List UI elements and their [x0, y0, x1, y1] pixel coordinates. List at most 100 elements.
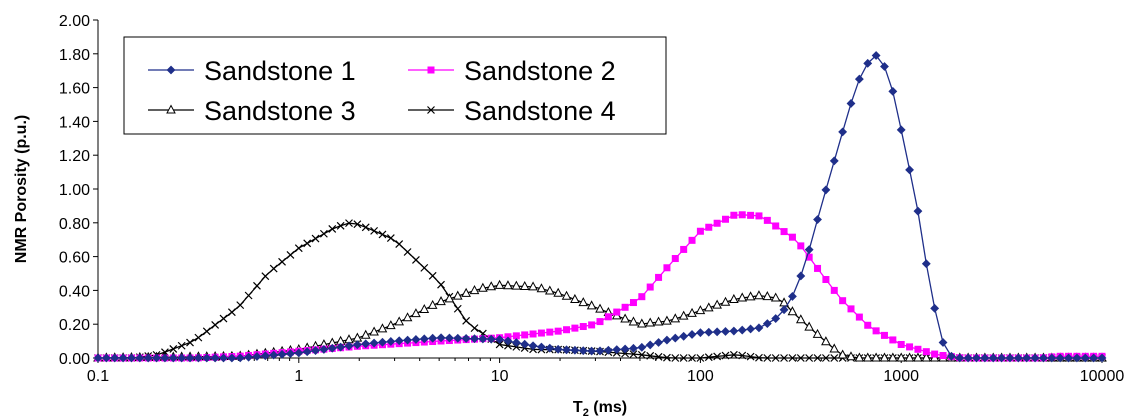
series-layer [93, 51, 1107, 363]
legend-item: Sandstone 4 [408, 96, 616, 126]
data-point [386, 337, 396, 346]
data-point [377, 323, 388, 333]
data-point [462, 316, 471, 325]
data-point [244, 291, 253, 300]
data-point [361, 339, 371, 349]
data-point [922, 348, 930, 356]
data-point [352, 340, 362, 350]
data-point [219, 353, 228, 363]
data-point [403, 335, 412, 345]
data-point [428, 271, 437, 280]
data-point [395, 240, 404, 248]
data-point [897, 340, 905, 348]
data-point [436, 296, 446, 306]
data-point [378, 230, 387, 239]
data-point [963, 353, 973, 363]
data-point [663, 264, 671, 272]
data-point [1030, 353, 1040, 363]
legend: Sandstone 1 Sandstone 2 Sandstone 3 Sandsto… [123, 36, 667, 135]
data-point [988, 353, 998, 363]
data-point [670, 313, 681, 323]
data-point [227, 308, 236, 317]
data-point [671, 354, 680, 362]
data-point [478, 282, 488, 292]
data-point [537, 342, 546, 352]
data-point [771, 314, 781, 323]
data-point [729, 293, 739, 303]
data-point [277, 349, 287, 359]
data-point [152, 353, 161, 363]
legend-label: Sandstone 1 [204, 56, 356, 86]
data-point [829, 156, 839, 166]
data-point [503, 336, 513, 346]
data-point [797, 242, 805, 250]
data-point [678, 310, 689, 320]
data-point [653, 316, 664, 326]
data-point [1013, 353, 1023, 363]
data-point [779, 305, 789, 315]
series-1 [93, 51, 1107, 363]
data-point [186, 338, 194, 347]
data-point [931, 350, 939, 358]
data-point [662, 335, 672, 345]
data-point [303, 239, 312, 248]
data-point [578, 297, 589, 307]
data-point [244, 352, 254, 362]
data-point [319, 344, 329, 354]
data-point [202, 353, 212, 363]
y-tick-label: 1.80 [59, 47, 90, 64]
data-point [620, 313, 630, 323]
data-point [972, 353, 981, 363]
data-point [528, 341, 538, 351]
data-point [1005, 353, 1015, 363]
legend-box [123, 36, 667, 135]
data-point [889, 336, 897, 344]
data-point [563, 326, 571, 334]
data-point [814, 264, 822, 272]
data-point [738, 211, 746, 219]
data-point [193, 353, 203, 363]
data-point [554, 327, 562, 335]
data-point [546, 328, 554, 336]
data-point [411, 308, 421, 318]
data-point [745, 291, 756, 301]
data-point [704, 327, 714, 337]
data-point [796, 354, 805, 362]
data-point [646, 283, 654, 291]
data-point [504, 341, 512, 350]
x-tick-label: 1000 [883, 368, 919, 385]
x-tick-label: 10 [491, 368, 509, 385]
data-point [804, 321, 815, 331]
y-tick-label: 2.00 [59, 13, 90, 30]
data-point [846, 351, 856, 361]
data-point [821, 336, 831, 346]
legend-label: Sandstone 3 [204, 96, 356, 126]
data-point [887, 352, 898, 362]
data-point [770, 292, 781, 302]
data-point [738, 351, 747, 360]
data-point [914, 345, 922, 353]
data-point [688, 236, 696, 244]
data-point [754, 323, 764, 333]
data-point [402, 312, 413, 322]
data-point [921, 352, 932, 362]
data-point [210, 353, 220, 363]
data-point [160, 353, 170, 363]
data-point [561, 290, 572, 300]
data-point [236, 301, 245, 310]
data-point [135, 353, 145, 363]
data-point [737, 292, 748, 302]
data-point [486, 281, 497, 291]
data-point [512, 332, 520, 340]
data-point [511, 338, 521, 348]
data-point [997, 353, 1007, 363]
data-point [822, 276, 830, 284]
x-axis-title: T2 (ms) [573, 399, 627, 419]
data-point [871, 352, 881, 362]
data-point [419, 334, 429, 344]
data-point [629, 350, 638, 359]
data-point [628, 316, 639, 326]
x-tick-label: 0.1 [87, 368, 109, 385]
data-point [670, 333, 680, 343]
x-tick-label: 10000 [1080, 368, 1125, 385]
